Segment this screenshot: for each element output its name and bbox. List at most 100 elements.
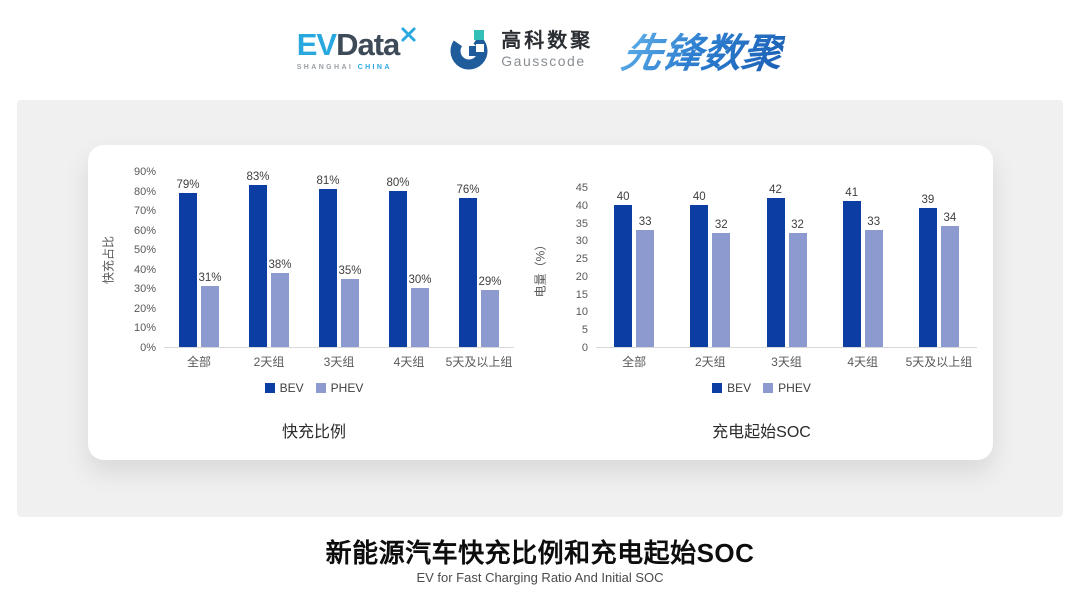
bar-group: 76% 29% bbox=[444, 184, 514, 347]
y-axis-title: 电量（%） bbox=[533, 238, 548, 298]
page-title: 新能源汽车快充比例和充电起始SOC bbox=[325, 538, 755, 568]
legend-label: PHEV bbox=[330, 381, 364, 395]
y-tick-label: 70% bbox=[133, 205, 156, 218]
y-tick-label: 80% bbox=[133, 185, 156, 198]
legend-label: BEV bbox=[279, 381, 304, 395]
y-tick-label: 25 bbox=[575, 253, 588, 266]
legend-label: BEV bbox=[727, 381, 752, 395]
initial-soc-chart: 电量（%） 0 5 10 15 20 25 30 35 40 45 40 33 40 32 42 32 41 3… bbox=[530, 145, 993, 460]
y-tick-label: 20 bbox=[575, 270, 588, 283]
bar-value-label: 42 bbox=[769, 183, 782, 196]
y-tick-label: 10% bbox=[133, 322, 156, 335]
legend-item-bev: BEV bbox=[712, 381, 751, 395]
evdata-tagline: SHANGHAI CHINA bbox=[297, 64, 418, 71]
gausscode-logo: 高科数聚 Gausscode bbox=[447, 27, 593, 73]
y-tick-label: 50% bbox=[133, 244, 156, 257]
plot-area: 79% 31% 83% 38% 81% 35% 80% 30% 76% 29% bbox=[164, 171, 514, 348]
pioneer-logo: 先锋数聚 bbox=[618, 21, 788, 79]
legend-label: PHEV bbox=[778, 381, 811, 395]
category-label: 2天组 bbox=[253, 355, 285, 369]
y-tick-label: 90% bbox=[133, 166, 156, 178]
y-tick-label: 0 bbox=[581, 342, 588, 354]
y-axis-title: 快充占比 bbox=[101, 235, 116, 285]
x-axis-labels: 全部 2天组 3天组 4天组 5天及以上组 bbox=[164, 353, 514, 370]
bar-phev: 31% bbox=[198, 272, 222, 347]
bar-phev: 30% bbox=[408, 274, 432, 347]
bar-phev: 29% bbox=[478, 276, 502, 347]
chart-card: 快充占比 0% 10% 20% 30% 40% 50% 60% 70% 80% 90% 79% 31… bbox=[88, 145, 993, 460]
bar-value-label: 31% bbox=[198, 272, 222, 285]
evdata-data-text: Data bbox=[336, 27, 400, 62]
y-tick-label: 60% bbox=[133, 224, 156, 237]
bar-bev: 39 bbox=[918, 194, 937, 347]
evdata-shanghai-text: SHANGHAI bbox=[296, 64, 354, 71]
evdata-logo: EV Data SHANGHAI CHINA bbox=[296, 27, 418, 71]
bar-bev: 42 bbox=[766, 184, 785, 347]
bar-value-label: 34 bbox=[943, 212, 957, 225]
page-subtitle: EV for Fast Charging Ratio And Initial S… bbox=[416, 570, 664, 585]
bar-group: 41 33 bbox=[825, 187, 901, 347]
evdata-star-icon bbox=[401, 27, 416, 42]
legend-swatch bbox=[264, 383, 275, 393]
y-tick-label: 0% bbox=[140, 342, 156, 354]
y-axis-ticks: 0 5 10 15 20 25 30 35 40 45 bbox=[550, 182, 596, 354]
legend: BEV PHEV bbox=[98, 381, 530, 395]
bar-phev: 34 bbox=[940, 212, 959, 347]
bar-value-label: 40 bbox=[616, 190, 630, 203]
y-tick-label: 10 bbox=[575, 306, 588, 319]
y-axis-ticks: 0% 10% 20% 30% 40% 50% 60% 70% 80% 90% bbox=[118, 166, 164, 354]
bar-phev: 32 bbox=[712, 219, 731, 347]
category-label: 全部 bbox=[622, 355, 647, 369]
y-tick-label: 30% bbox=[133, 283, 156, 296]
bar-value-label: 30% bbox=[408, 274, 432, 287]
y-tick-label: 20% bbox=[133, 302, 156, 315]
legend-item-bev: BEV bbox=[264, 381, 304, 395]
category-label: 5天及以上组 bbox=[905, 355, 973, 369]
category-label: 4天组 bbox=[847, 355, 879, 369]
bar-bev: 83% bbox=[246, 171, 270, 347]
header-logos: EV Data SHANGHAI CHINA 高科数聚 Gausscode 先锋… bbox=[0, 18, 1080, 82]
bar-value-label: 83% bbox=[246, 170, 270, 183]
bar-value-label: 41 bbox=[845, 187, 859, 200]
gausscode-g-icon bbox=[450, 30, 488, 70]
bar-group: 81% 35% bbox=[304, 175, 374, 347]
bar-group: 40 32 bbox=[672, 191, 748, 347]
bar-bev: 76% bbox=[456, 184, 480, 347]
bar-bev: 80% bbox=[386, 177, 410, 347]
legend-swatch bbox=[712, 383, 723, 393]
bar-group: 83% 38% bbox=[234, 171, 304, 347]
bar-value-label: 40 bbox=[692, 190, 706, 203]
plot-area: 40 33 40 32 42 32 41 33 39 34 bbox=[596, 184, 977, 348]
bar-value-label: 39 bbox=[921, 194, 935, 207]
category-label: 2天组 bbox=[694, 355, 726, 369]
legend-swatch bbox=[763, 383, 774, 393]
chart-caption: 快充比例 bbox=[281, 424, 346, 441]
bar-group: 80% 30% bbox=[374, 177, 444, 347]
bar-bev: 41 bbox=[842, 187, 861, 347]
category-label: 3天组 bbox=[323, 355, 355, 369]
evdata-ev-text: EV bbox=[296, 27, 337, 62]
bar-phev: 38% bbox=[268, 259, 292, 347]
evdata-china-text: CHINA bbox=[357, 64, 392, 71]
y-tick-label: 30 bbox=[575, 235, 588, 248]
legend-swatch bbox=[315, 383, 326, 393]
legend-item-phev: PHEV bbox=[315, 381, 364, 395]
bar-group: 79% 31% bbox=[164, 179, 234, 347]
x-axis-labels: 全部 2天组 3天组 4天组 5天及以上组 bbox=[596, 353, 977, 370]
y-tick-label: 40% bbox=[133, 263, 156, 276]
bar-group: 42 32 bbox=[748, 184, 824, 347]
bar-bev: 40 bbox=[614, 191, 633, 347]
category-label: 全部 bbox=[186, 355, 211, 369]
chart-caption: 充电起始SOC bbox=[712, 424, 811, 441]
bar-value-label: 29% bbox=[478, 276, 502, 289]
bar-value-label: 32 bbox=[714, 219, 728, 232]
bar-value-label: 33 bbox=[638, 215, 652, 228]
bar-group: 39 34 bbox=[901, 194, 977, 347]
y-tick-label: 45 bbox=[575, 182, 588, 194]
bar-phev: 33 bbox=[864, 216, 883, 347]
bar-value-label: 33 bbox=[867, 215, 881, 228]
y-tick-label: 5 bbox=[581, 324, 588, 337]
y-tick-label: 15 bbox=[575, 288, 588, 301]
category-label: 4天组 bbox=[393, 355, 425, 369]
bar-value-label: 38% bbox=[268, 258, 292, 271]
